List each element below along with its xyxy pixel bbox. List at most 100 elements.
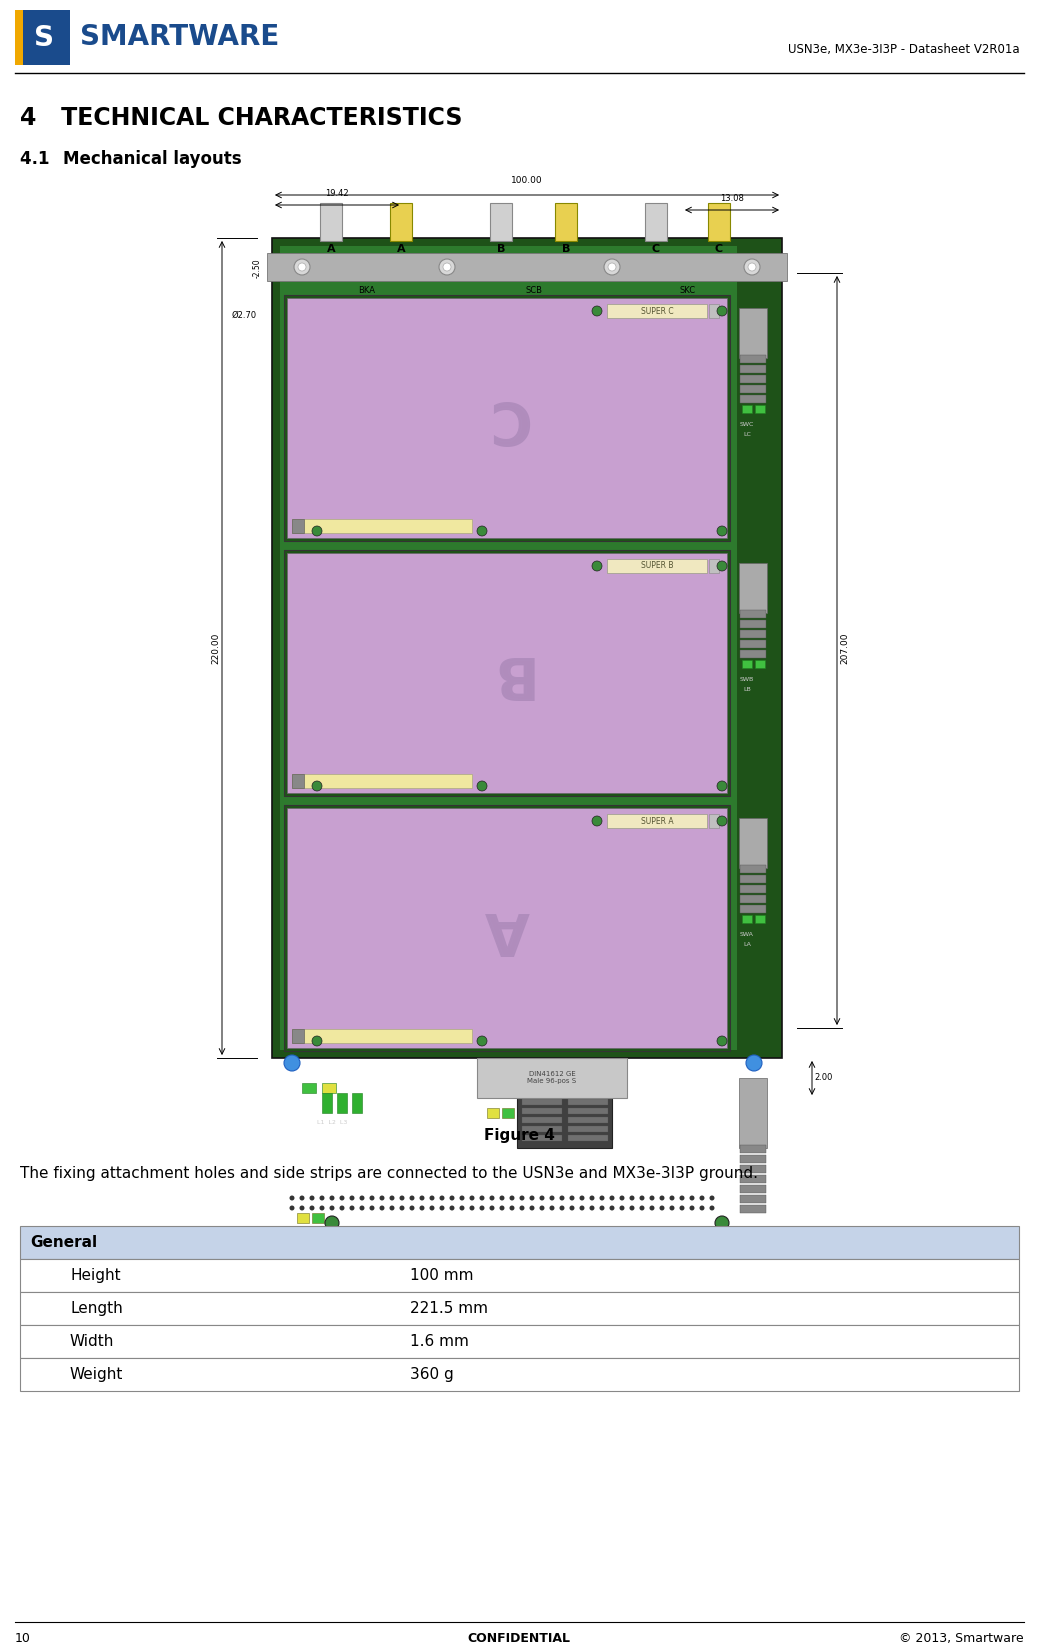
Bar (740, 865, 766, 873)
Bar (740, 884, 766, 893)
Text: S: S (34, 25, 54, 53)
Bar (502, 1108, 514, 1118)
Circle shape (450, 1195, 454, 1200)
Bar (568, 1116, 608, 1123)
Circle shape (580, 1205, 585, 1210)
Text: SUPER C: SUPER C (641, 306, 673, 316)
Bar (312, 1213, 324, 1223)
Bar (267, 253, 787, 281)
Circle shape (608, 263, 616, 271)
Circle shape (299, 1205, 304, 1210)
Circle shape (310, 1195, 315, 1200)
Circle shape (439, 260, 455, 275)
Circle shape (477, 526, 487, 536)
Bar (742, 916, 752, 922)
Bar (709, 559, 719, 574)
Circle shape (660, 1205, 665, 1210)
Circle shape (370, 1205, 374, 1210)
Bar (607, 559, 707, 574)
Circle shape (539, 1205, 544, 1210)
Bar (740, 1195, 766, 1203)
Circle shape (500, 1205, 505, 1210)
Text: 100 mm: 100 mm (410, 1268, 474, 1282)
Circle shape (746, 1055, 762, 1070)
Circle shape (610, 1205, 614, 1210)
Text: SWC: SWC (740, 423, 754, 427)
Bar (739, 562, 767, 613)
Circle shape (699, 1195, 704, 1200)
Circle shape (349, 1205, 354, 1210)
Circle shape (429, 1205, 434, 1210)
Circle shape (290, 1195, 294, 1200)
Bar (740, 610, 766, 618)
Circle shape (459, 1205, 464, 1210)
Circle shape (630, 1205, 635, 1210)
Circle shape (390, 1205, 395, 1210)
Circle shape (489, 1195, 495, 1200)
Circle shape (699, 1205, 704, 1210)
Bar (607, 814, 707, 829)
Circle shape (400, 1205, 404, 1210)
Bar (322, 1083, 336, 1093)
Bar (739, 819, 767, 868)
Bar (15, 10, 23, 66)
Circle shape (480, 1195, 484, 1200)
Bar (742, 659, 752, 667)
Text: B: B (497, 243, 505, 255)
Bar (740, 1175, 766, 1184)
Circle shape (690, 1195, 694, 1200)
Circle shape (294, 260, 310, 275)
Text: Weight: Weight (70, 1368, 124, 1383)
Text: 1.6 mm: 1.6 mm (410, 1333, 469, 1350)
Circle shape (639, 1195, 644, 1200)
Bar (739, 1078, 767, 1148)
Bar (555, 202, 577, 242)
Circle shape (550, 1205, 555, 1210)
Text: B: B (562, 243, 570, 255)
Text: SUPER B: SUPER B (641, 562, 673, 570)
Circle shape (669, 1205, 674, 1210)
Bar (740, 1144, 766, 1152)
Text: Ø2.70: Ø2.70 (232, 311, 257, 321)
Circle shape (600, 1195, 605, 1200)
Bar (20, 1358, 1019, 1391)
Bar (292, 774, 472, 787)
Text: 19.42: 19.42 (325, 189, 349, 197)
Text: C: C (651, 243, 660, 255)
Text: LB: LB (743, 687, 751, 692)
Bar (522, 1090, 562, 1097)
Circle shape (439, 1195, 445, 1200)
Bar (279, 247, 774, 1051)
Circle shape (669, 1195, 674, 1200)
Bar (297, 1213, 309, 1223)
Bar (337, 1093, 347, 1113)
Bar (487, 1108, 499, 1118)
Text: DIN41612 GE
Male 96-pos S: DIN41612 GE Male 96-pos S (528, 1072, 577, 1085)
Text: General: General (30, 1235, 97, 1249)
Text: SUPER A: SUPER A (641, 817, 673, 825)
Circle shape (559, 1195, 564, 1200)
Circle shape (710, 1205, 715, 1210)
Bar (522, 1108, 562, 1115)
Text: 10: 10 (15, 1631, 31, 1644)
Circle shape (340, 1205, 345, 1210)
Text: The fixing attachment holes and side strips are connected to the USN3e and MX3e-: The fixing attachment holes and side str… (20, 1166, 758, 1180)
Bar (287, 807, 727, 1047)
Text: C: C (715, 243, 723, 255)
Circle shape (592, 561, 602, 570)
Circle shape (450, 1205, 454, 1210)
Bar (390, 202, 412, 242)
Bar (607, 304, 707, 317)
Circle shape (660, 1195, 665, 1200)
Circle shape (298, 263, 307, 271)
Text: L1  L2  L3: L1 L2 L3 (317, 1121, 347, 1126)
Circle shape (520, 1205, 525, 1210)
Text: Length: Length (70, 1300, 123, 1315)
Bar (292, 1029, 304, 1042)
Circle shape (715, 1217, 729, 1230)
Bar (284, 551, 730, 796)
Circle shape (429, 1195, 434, 1200)
Circle shape (443, 263, 451, 271)
Bar (522, 1072, 562, 1078)
Text: -2.50: -2.50 (254, 258, 262, 278)
